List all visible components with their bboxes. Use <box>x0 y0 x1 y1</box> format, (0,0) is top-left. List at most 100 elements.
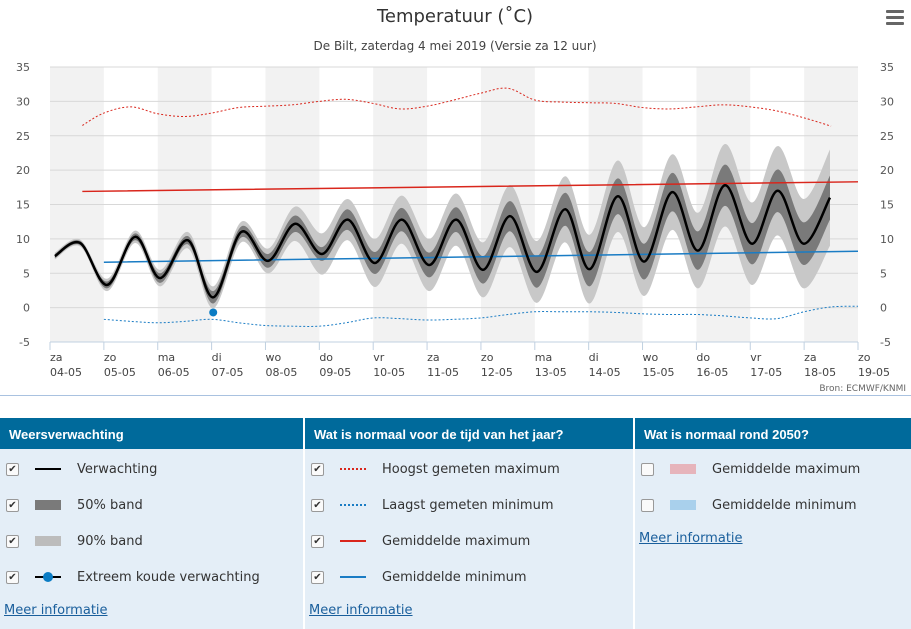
x-tick-day: di <box>212 351 222 364</box>
label: Gemiddelde maximum <box>382 533 531 549</box>
label: Gemiddelde minimum <box>712 497 857 513</box>
source-credit: Bron: ECMWF/KNMI <box>819 384 906 394</box>
gemiddelde-min-line <box>103 250 859 263</box>
y-tick-label-right: 30 <box>880 95 894 108</box>
x-tick-day: di <box>589 351 599 364</box>
chart-title: Temperatuur (˚C) <box>376 6 533 27</box>
extreme-cold-point <box>209 308 218 317</box>
label: Gemiddelde minimum <box>382 569 527 585</box>
toggle-2050-min[interactable]: Gemiddelde minimum <box>641 495 857 515</box>
legend-normal: Wat is normaal voor de tijd van het jaar… <box>305 418 633 629</box>
checkbox[interactable] <box>641 498 654 512</box>
chart-subtitle: De Bilt, zaterdag 4 mei 2019 (Versie za … <box>314 39 597 53</box>
toggle-50-band[interactable]: ✔ 50% band <box>6 495 143 515</box>
checkbox[interactable] <box>641 462 654 476</box>
chart-menu-button[interactable] <box>886 10 904 28</box>
dotted-line-symbol <box>338 498 368 512</box>
x-tick-date: 06-05 <box>158 366 190 379</box>
toggle-verwachting[interactable]: ✔ Verwachting <box>6 459 157 479</box>
toggle-gem-max[interactable]: ✔ Gemiddelde maximum <box>311 531 530 551</box>
label: Hoogst gemeten maximum <box>382 461 560 477</box>
x-tick-date: 15-05 <box>643 366 675 379</box>
line-symbol <box>338 534 368 548</box>
legend-header: Wat is normaal rond 2050? <box>635 418 911 449</box>
divider <box>0 395 911 396</box>
legend-header: Wat is normaal voor de tijd van het jaar… <box>305 418 633 449</box>
x-tick-date: 04-05 <box>50 366 82 379</box>
x-tick-day: do <box>696 351 710 364</box>
toggle-hoogst-max[interactable]: ✔ Hoogst gemeten maximum <box>311 459 560 479</box>
checkbox[interactable]: ✔ <box>6 498 19 512</box>
checkbox[interactable]: ✔ <box>311 570 324 584</box>
checkbox[interactable]: ✔ <box>311 498 324 512</box>
y-tick-label-left: 5 <box>23 267 30 280</box>
x-tick-date: 18-05 <box>804 366 836 379</box>
x-tick-date: 19-05 <box>858 366 890 379</box>
label: Laagst gemeten minimum <box>382 497 554 513</box>
y-tick-label-right: 20 <box>880 164 894 177</box>
y-tick-label-right: 35 <box>880 61 894 74</box>
x-tick-day: zo <box>104 351 117 364</box>
legend-panel: Weersverwachting ✔ Verwachting ✔ 50% band … <box>0 418 911 629</box>
meer-informatie-link[interactable]: Meer informatie <box>309 603 413 618</box>
x-tick-day: za <box>804 351 817 364</box>
band-90 <box>54 143 830 309</box>
band-symbol <box>668 498 698 512</box>
x-tick-date: 09-05 <box>319 366 351 379</box>
y-tick-label-left: 30 <box>16 95 30 108</box>
x-tick-day: za <box>427 351 440 364</box>
y-tick-label-right: 10 <box>880 233 894 246</box>
y-tick-label-right: 25 <box>880 130 894 143</box>
y-tick-label-left: 0 <box>23 302 30 315</box>
toggle-2050-max[interactable]: Gemiddelde maximum <box>641 459 860 479</box>
x-tick-date: 10-05 <box>373 366 405 379</box>
band-50 <box>54 164 830 304</box>
checkbox[interactable]: ✔ <box>6 462 19 476</box>
toggle-laagst-min[interactable]: ✔ Laagst gemeten minimum <box>311 495 554 515</box>
toggle-90-band[interactable]: ✔ 90% band <box>6 531 143 551</box>
x-tick-date: 16-05 <box>696 366 728 379</box>
y-tick-label-right: -5 <box>880 336 891 349</box>
temperature-chart: Temperatuur (˚C) De Bilt, zaterdag 4 mei… <box>16 6 906 394</box>
band-symbol <box>33 534 63 548</box>
checkbox[interactable]: ✔ <box>6 534 19 548</box>
y-tick-label-left: 35 <box>16 61 30 74</box>
checkbox[interactable]: ✔ <box>6 570 19 584</box>
y-tick-label-left: 20 <box>16 164 30 177</box>
toggle-gem-min[interactable]: ✔ Gemiddelde minimum <box>311 567 527 587</box>
y-tick-label-right: 5 <box>880 267 887 280</box>
x-tick-date: 12-05 <box>481 366 513 379</box>
x-tick-date: 08-05 <box>265 366 297 379</box>
line-symbol <box>33 462 63 476</box>
y-tick-label-left: 10 <box>16 233 30 246</box>
meer-informatie-link[interactable]: Meer informatie <box>4 603 108 618</box>
checkbox[interactable]: ✔ <box>311 534 324 548</box>
label: 50% band <box>77 497 143 513</box>
dotted-line-symbol <box>338 462 368 476</box>
legend-forecast: Weersverwachting ✔ Verwachting ✔ 50% band … <box>0 418 303 629</box>
label: 90% band <box>77 533 143 549</box>
y-tick-label-right: 0 <box>880 302 887 315</box>
x-tick-date: 14-05 <box>589 366 621 379</box>
gemiddelde-max-line <box>82 181 859 193</box>
x-tick-day: vr <box>750 351 762 364</box>
x-tick-date: 07-05 <box>212 366 244 379</box>
checkbox[interactable]: ✔ <box>311 462 324 476</box>
meer-informatie-link[interactable]: Meer informatie <box>639 531 743 546</box>
x-tick-day: za <box>50 351 63 364</box>
label: Gemiddelde maximum <box>712 461 861 477</box>
legend-2050: Wat is normaal rond 2050? Gemiddelde max… <box>635 418 911 629</box>
laagst-gemeten-min-line <box>103 305 859 327</box>
y-tick-label-left: 25 <box>16 130 30 143</box>
toggle-extreem-koud[interactable]: ✔ Extreem koude verwachting <box>6 567 260 587</box>
x-tick-day: zo <box>481 351 494 364</box>
x-tick-day: wo <box>265 351 281 364</box>
band-symbol <box>33 498 63 512</box>
label: Verwachting <box>77 461 158 477</box>
legend-header: Weersverwachting <box>0 418 303 449</box>
x-tick-day: ma <box>158 351 175 364</box>
y-tick-label-left: 15 <box>16 199 30 212</box>
dot-line-symbol <box>33 570 63 584</box>
x-tick-day: zo <box>858 351 871 364</box>
x-tick-day: do <box>319 351 333 364</box>
